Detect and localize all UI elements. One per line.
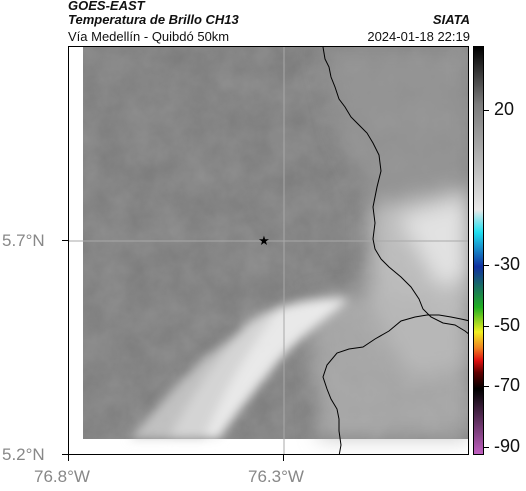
- region-name: Vía Medellín - Quibdó 50km: [68, 29, 230, 44]
- colorbar-label: -70: [494, 375, 521, 395]
- border-line: [322, 47, 468, 335]
- map-canvas: ★: [69, 47, 468, 454]
- colorbar: [473, 46, 484, 455]
- y-tick-label: 5.2°N: [2, 445, 45, 464]
- x-tick-label: 76.8°W: [34, 467, 90, 486]
- colorbar-tick: [484, 265, 489, 266]
- y-tick: [62, 454, 68, 455]
- y-tick: [62, 240, 68, 241]
- star-icon[interactable]: ★: [258, 233, 270, 248]
- colorbar-tick: [484, 447, 489, 448]
- colorbar-label: -50: [494, 315, 521, 335]
- organization-name: SIATA: [432, 12, 470, 27]
- x-tick: [68, 455, 69, 461]
- product-name: Temperatura de Brillo CH13: [68, 12, 239, 27]
- colorbar-tick: [484, 326, 489, 327]
- image-datetime: 2024-01-18 22:19: [367, 29, 470, 44]
- satellite-map[interactable]: ★: [68, 46, 469, 455]
- clear-sky-area: [309, 47, 468, 439]
- colorbar-tick: [484, 386, 489, 387]
- colorbar-tick: [484, 110, 489, 111]
- colorbar-label: 20: [494, 99, 515, 119]
- satellite-name: GOES-EAST: [68, 0, 145, 13]
- y-tick-label: 5.7°N: [2, 231, 45, 250]
- x-tick: [283, 455, 284, 461]
- warm-band: [129, 298, 349, 439]
- colorbar-label: -30: [494, 254, 521, 274]
- x-tick-label: 76.3°W: [248, 467, 304, 486]
- border-line-south: [322, 314, 468, 454]
- colorbar-label: -90: [494, 436, 521, 456]
